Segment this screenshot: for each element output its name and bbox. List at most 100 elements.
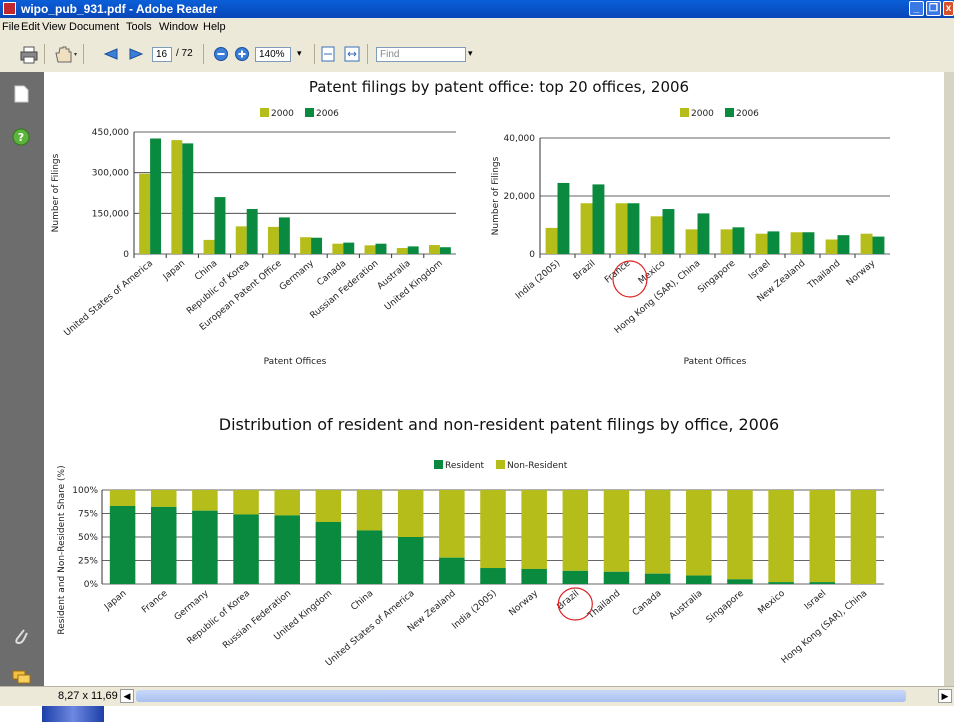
x-axis-title: Patent Offices: [684, 357, 747, 367]
x-tick-label: Thailand: [806, 259, 843, 292]
find-dropdown-icon[interactable]: ▾: [468, 48, 473, 58]
menu-document[interactable]: Document: [69, 21, 120, 33]
bar-non-resident: [356, 490, 383, 531]
title-bar: wipo_pub_931.pdf - Adobe Reader _ ❐ x: [0, 0, 954, 18]
x-tick-label: Japan: [102, 589, 128, 613]
previous-page-icon[interactable]: [103, 47, 119, 61]
page-total: / 72: [176, 48, 193, 59]
menu-view[interactable]: View: [42, 21, 66, 33]
comments-icon[interactable]: [12, 669, 32, 685]
bar-resident: [109, 505, 136, 584]
bar-resident: [768, 582, 794, 584]
x-axis-title: Patent Offices: [264, 357, 327, 367]
find-input[interactable]: Find: [376, 47, 466, 62]
menu-window[interactable]: Window: [159, 21, 199, 33]
bar-resident: [686, 575, 712, 584]
menu-tools[interactable]: Tools: [126, 21, 152, 33]
bar-2006: [214, 197, 226, 254]
legend-label: 2006: [736, 109, 759, 119]
status-bar: 8,27 x 11,69 in ◀ ▶: [0, 686, 954, 706]
bar-2006: [343, 242, 355, 254]
bar-resident: [192, 510, 218, 584]
bar-non-resident: [150, 490, 177, 507]
page-title-2: Distribution of resident and non-residen…: [218, 415, 780, 434]
fit-page-icon[interactable]: [320, 46, 336, 62]
bar-non-resident: [521, 490, 547, 569]
fit-width-icon[interactable]: [344, 46, 360, 62]
svg-text:?: ?: [18, 131, 24, 144]
x-tick-label: Thailand: [586, 589, 623, 622]
x-tick-label: Singapore: [705, 588, 747, 625]
bar-resident: [274, 515, 300, 584]
x-tick-label: Canada: [631, 589, 664, 619]
x-tick-label: India (2005): [450, 589, 498, 632]
bar-2000: [790, 232, 803, 254]
page-number-input[interactable]: 16: [152, 47, 172, 62]
scroll-left-button[interactable]: ◀: [120, 689, 134, 703]
legend-label: Non-Resident: [507, 461, 568, 471]
vertical-scrollbar[interactable]: [944, 72, 954, 686]
legend-swatch-non-resident: [496, 460, 505, 469]
minimize-button[interactable]: _: [909, 1, 924, 16]
bar-non-resident: [439, 490, 465, 558]
bar-non-resident: [274, 490, 300, 516]
bar-non-resident: [727, 490, 753, 580]
y-tick-label: 50%: [78, 533, 98, 543]
bar-2006: [662, 209, 675, 254]
print-icon[interactable]: [20, 46, 38, 64]
x-tick-label: Australia: [668, 589, 705, 622]
legend-swatch-2006: [305, 108, 314, 117]
zoom-out-icon[interactable]: [213, 46, 229, 62]
zoom-in-icon[interactable]: [234, 46, 250, 62]
bar-non-resident: [603, 490, 630, 572]
highlight-circle: [557, 587, 593, 621]
scroll-right-button[interactable]: ▶: [938, 689, 952, 703]
bar-2006: [872, 236, 885, 254]
x-tick-label: France: [140, 588, 170, 615]
bar-resident: [603, 571, 630, 584]
y-tick-label: 0: [123, 250, 129, 260]
hand-tool-icon[interactable]: [52, 44, 78, 64]
bar-resident: [315, 521, 342, 584]
horizontal-scroll-thumb[interactable]: [136, 690, 906, 702]
bar-2000: [720, 229, 733, 254]
bar-2000: [755, 233, 768, 254]
bar-2000: [615, 203, 628, 254]
x-tick-label: United Kingdom: [383, 259, 445, 313]
chart-top-offices-2: 0 20,000 40,000 India (2005) Brazil France Mex…: [491, 108, 890, 367]
x-tick-label: United States of America: [62, 259, 155, 339]
zoom-dropdown-icon[interactable]: ▾: [297, 48, 302, 58]
x-tick-label: Russian Federation: [221, 589, 293, 652]
legend-swatch-2000: [260, 108, 269, 117]
next-page-icon[interactable]: [128, 47, 144, 61]
bar-2000: [580, 203, 593, 254]
menu-edit[interactable]: Edit: [21, 21, 40, 33]
bar-resident: [233, 514, 259, 584]
y-tick-label: 75%: [78, 510, 98, 520]
bar-resident: [727, 579, 753, 584]
bar-2000: [139, 173, 151, 254]
bar-2000: [300, 237, 312, 254]
bar-2006: [375, 243, 387, 254]
x-tick-label: India (2005): [514, 259, 562, 302]
bar-2000: [428, 245, 440, 254]
close-button[interactable]: x: [943, 1, 954, 16]
attachments-icon[interactable]: [12, 627, 30, 647]
y-tick-label: 20,000: [504, 192, 536, 202]
bar-2000: [332, 243, 344, 254]
maximize-button[interactable]: ❐: [926, 1, 941, 16]
x-tick-label: Israel: [803, 589, 828, 612]
help-icon[interactable]: ?: [12, 128, 30, 146]
bar-2006: [150, 138, 162, 254]
x-tick-label: Israel: [747, 259, 772, 282]
pages-icon[interactable]: [12, 84, 30, 104]
chart-top-offices-1: 0 150,000 300,000 450,000 United States of A…: [51, 108, 456, 367]
taskbar-start-area[interactable]: [42, 706, 104, 722]
menu-help[interactable]: Help: [203, 21, 226, 33]
bar-2006: [182, 143, 194, 254]
bar-non-resident: [109, 490, 136, 506]
toolbar: 16 / 72 140% ▾ Find ▾: [0, 36, 954, 73]
menu-file[interactable]: File: [2, 21, 20, 33]
y-axis-title: Number of Filings: [491, 156, 501, 235]
zoom-level-select[interactable]: 140%: [255, 47, 291, 62]
